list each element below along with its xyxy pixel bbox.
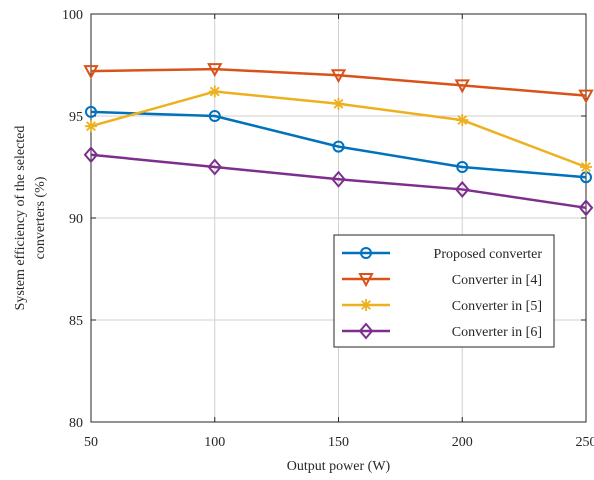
y-tick-label: 85 — [69, 314, 83, 329]
data-point — [454, 79, 470, 94]
legend-item: Proposed converter — [342, 247, 542, 262]
x-tick-label: 50 — [84, 435, 98, 450]
data-point — [580, 161, 592, 173]
data-point — [208, 85, 221, 98]
series-1 — [85, 105, 592, 184]
data-point — [456, 161, 469, 173]
legend-label: Converter in [5] — [452, 299, 542, 314]
x-tick-label: 250 — [576, 435, 594, 450]
x-axis-label: Output power (W) — [287, 459, 391, 474]
x-tick-label: 150 — [328, 435, 349, 450]
data-point — [332, 140, 345, 153]
legend-marker — [358, 322, 374, 340]
data-point — [85, 105, 97, 118]
data-point — [208, 110, 221, 122]
legend: Proposed converter Converter in [4] Conver… — [333, 234, 555, 348]
legend-label: Proposed converter — [434, 247, 543, 262]
y-tick-label: 100 — [62, 8, 83, 23]
series-group — [83, 63, 594, 217]
data-point — [456, 114, 469, 127]
data-point — [207, 63, 223, 78]
x-tick-label: 200 — [452, 435, 473, 450]
series-line — [90, 67, 587, 97]
series-4 — [83, 146, 594, 217]
legend-label: Converter in [4] — [452, 273, 542, 288]
legend-item: Converter in [5] — [342, 299, 542, 314]
series-line — [90, 110, 587, 179]
y-axis-label-line-1: System efficiency of the selected — [13, 126, 28, 311]
data-point — [330, 69, 347, 84]
data-point — [85, 120, 97, 133]
data-point — [454, 180, 470, 198]
legend-label: Converter in [6] — [452, 325, 542, 340]
series-2 — [83, 63, 594, 104]
data-point — [331, 170, 346, 188]
x-tick-label: 100 — [204, 435, 225, 450]
y-axis-label-line-2: converters (%) — [33, 176, 48, 259]
legend-marker — [360, 247, 372, 259]
y-tick-label: 95 — [69, 110, 83, 125]
axis-ticks: 50 100 150 200 250 80 85 90 95 100 — [62, 8, 594, 450]
legend-item: Converter in [4] — [342, 273, 542, 288]
data-point — [83, 65, 99, 80]
data-point — [83, 146, 99, 164]
series-3 — [85, 85, 592, 173]
legend-marker — [360, 299, 372, 311]
y-tick-label: 80 — [69, 416, 83, 431]
y-tick-label: 90 — [69, 212, 83, 227]
series-line — [90, 153, 587, 210]
legend-item: Converter in [6] — [342, 322, 542, 340]
data-point — [578, 89, 594, 104]
data-point — [578, 199, 594, 217]
legend-marker — [358, 273, 374, 288]
data-point — [332, 97, 345, 110]
data-point — [207, 158, 223, 176]
